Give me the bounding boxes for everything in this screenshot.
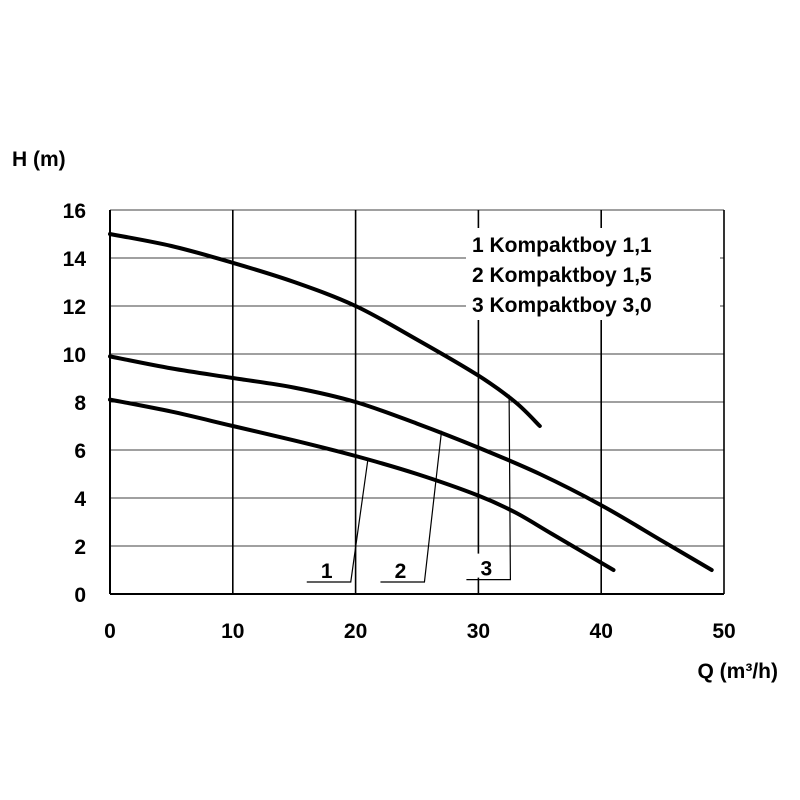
y-tick-10: 10 [63, 344, 86, 367]
legend-item-1: 1 Kompaktboy 1,1 [472, 234, 652, 257]
leader-line-1 [306, 459, 369, 583]
x-tick-30: 30 [467, 620, 490, 643]
curve-label-2: 2 [395, 560, 407, 583]
legend-item-3: 3 Kompaktboy 3,0 [472, 294, 652, 317]
y-tick-16: 16 [63, 200, 86, 223]
curve-label-1: 1 [321, 560, 333, 583]
y-tick-12: 12 [63, 296, 86, 319]
curve-label-bg-1 [316, 556, 337, 580]
grid [109, 209, 725, 595]
x-tick-labels: 0 10 20 30 40 50 [104, 620, 736, 643]
y-tick-8: 8 [74, 392, 86, 415]
leader-line-2 [380, 430, 443, 583]
y-tick-2: 2 [74, 536, 86, 559]
curves [108, 232, 714, 572]
curve-labels: 1 2 3 [306, 394, 512, 583]
y-tick-14: 14 [63, 248, 87, 271]
legend: 1 Kompaktboy 1,1 2 Kompaktboy 1,5 3 Komp… [466, 228, 720, 320]
curve-3 [108, 232, 542, 428]
curve-label-bg-3 [476, 553, 497, 578]
curve-1 [108, 397, 616, 572]
x-axis-label: Q (m³/h) [698, 660, 778, 683]
y-tick-6: 6 [74, 440, 86, 463]
x-tick-50: 50 [712, 620, 735, 643]
x-tick-10: 10 [221, 620, 244, 643]
x-tick-0: 0 [104, 620, 116, 643]
curve-label-3: 3 [481, 558, 493, 581]
y-axis-label: H (m) [12, 148, 66, 171]
y-tick-labels: 0 2 4 6 8 10 12 14 16 [63, 200, 87, 607]
legend-item-2: 2 Kompaktboy 1,5 [472, 264, 652, 287]
leader-line-3 [466, 394, 512, 581]
y-tick-0: 0 [74, 584, 86, 607]
y-tick-4: 4 [74, 488, 86, 511]
x-tick-20: 20 [344, 620, 367, 643]
x-tick-40: 40 [590, 620, 613, 643]
curve-label-bg-2 [390, 556, 411, 580]
legend-background [466, 228, 720, 320]
curve-2 [108, 354, 714, 572]
